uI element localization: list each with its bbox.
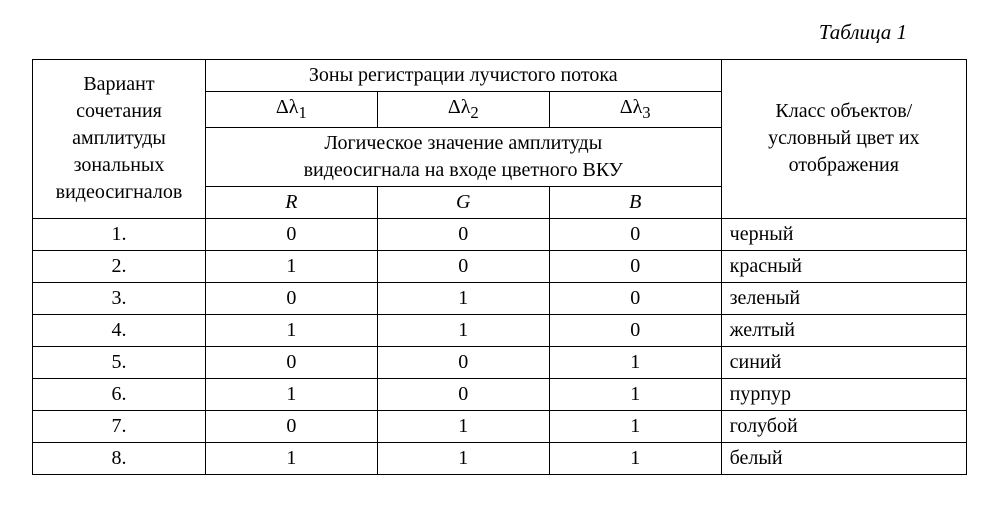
cell-n: 4.: [33, 314, 206, 346]
table-row: 6. 1 0 1 пурпур: [33, 378, 967, 410]
hdr-variant-l3: амплитуды: [72, 127, 166, 149]
cell-color: синий: [721, 346, 966, 378]
table-caption: Таблица 1: [32, 20, 967, 45]
header-class: Класс объектов/ условный цвет их отображ…: [721, 60, 966, 219]
cell-n: 1.: [33, 218, 206, 250]
hdr-variant-l1: Вариант: [83, 73, 154, 95]
table-row: 1. 0 0 0 черный: [33, 218, 967, 250]
header-dl2: Δλ2: [377, 92, 549, 128]
header-dl1: Δλ1: [205, 92, 377, 128]
hdr-variant-l4: зональных: [74, 154, 165, 176]
dl3-txt: Δλ: [620, 96, 643, 118]
table-row: 2. 1 0 0 красный: [33, 250, 967, 282]
header-r: R: [205, 186, 377, 218]
cell-g: 0: [377, 218, 549, 250]
cell-r: 0: [205, 346, 377, 378]
header-g: G: [377, 186, 549, 218]
cell-r: 1: [205, 314, 377, 346]
cell-color: голубой: [721, 410, 966, 442]
header-variant: Вариант сочетания амплитуды зональных ви…: [33, 60, 206, 219]
dl1-sub: 1: [298, 103, 306, 122]
cell-b: 1: [549, 410, 721, 442]
hdr-class-l1: Класс объектов/: [775, 100, 912, 122]
cell-b: 1: [549, 378, 721, 410]
cell-g: 1: [377, 442, 549, 474]
cell-g: 0: [377, 250, 549, 282]
cell-b: 1: [549, 346, 721, 378]
cell-b: 0: [549, 250, 721, 282]
cell-g: 1: [377, 282, 549, 314]
hdr-variant-l5: видеосигналов: [56, 181, 183, 203]
table-row: 8. 1 1 1 белый: [33, 442, 967, 474]
cell-b: 0: [549, 314, 721, 346]
cell-b: 1: [549, 442, 721, 474]
cell-color: черный: [721, 218, 966, 250]
hdr-class-l2: условный цвет их: [768, 127, 920, 149]
cell-g: 0: [377, 378, 549, 410]
cell-color: красный: [721, 250, 966, 282]
cell-n: 3.: [33, 282, 206, 314]
dl2-txt: Δλ: [448, 96, 471, 118]
dl2-sub: 2: [470, 103, 478, 122]
cell-b: 0: [549, 218, 721, 250]
cell-n: 7.: [33, 410, 206, 442]
cell-r: 1: [205, 378, 377, 410]
header-logic: Логическое значение амплитуды видеосигна…: [205, 127, 721, 186]
cell-n: 6.: [33, 378, 206, 410]
header-dl3: Δλ3: [549, 92, 721, 128]
hdr-class-l3: отображения: [789, 154, 899, 176]
cell-g: 1: [377, 314, 549, 346]
hdr-variant-l2: сочетания: [76, 100, 162, 122]
table-row: 5. 0 0 1 синий: [33, 346, 967, 378]
header-row-1: Вариант сочетания амплитуды зональных ви…: [33, 60, 967, 92]
cell-n: 8.: [33, 442, 206, 474]
cell-n: 5.: [33, 346, 206, 378]
dl1-txt: Δλ: [276, 96, 299, 118]
cell-r: 0: [205, 410, 377, 442]
cell-r: 0: [205, 218, 377, 250]
header-zones: Зоны регистрации лучистого потока: [205, 60, 721, 92]
hdr-logic-l1: Логическое значение амплитуды: [324, 132, 602, 154]
cell-color: зеленый: [721, 282, 966, 314]
cell-r: 0: [205, 282, 377, 314]
table-row: 3. 0 1 0 зеленый: [33, 282, 967, 314]
cell-g: 1: [377, 410, 549, 442]
hdr-logic-l2: видеосигнала на входе цветного ВКУ: [304, 159, 623, 181]
cell-color: белый: [721, 442, 966, 474]
cell-r: 1: [205, 250, 377, 282]
truth-table: Вариант сочетания амплитуды зональных ви…: [32, 59, 967, 475]
cell-b: 0: [549, 282, 721, 314]
cell-color: пурпур: [721, 378, 966, 410]
table-row: 7. 0 1 1 голубой: [33, 410, 967, 442]
cell-color: желтый: [721, 314, 966, 346]
cell-g: 0: [377, 346, 549, 378]
cell-n: 2.: [33, 250, 206, 282]
header-b: B: [549, 186, 721, 218]
cell-r: 1: [205, 442, 377, 474]
dl3-sub: 3: [642, 103, 650, 122]
table-row: 4. 1 1 0 желтый: [33, 314, 967, 346]
